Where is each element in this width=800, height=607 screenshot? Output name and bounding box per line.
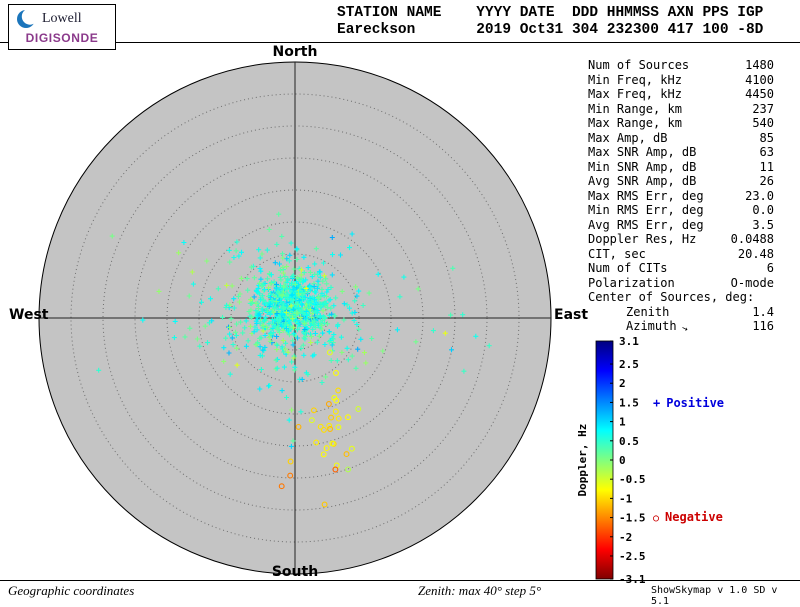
header-column-titles: STATION NAME YYYY DATE DDD HHMMSS AXN PP… [337,5,764,21]
legend-positive-label: Positive [666,396,725,410]
stat-value: 85 [759,130,774,145]
stat-row: Zenith 1.4 [588,305,774,320]
stat-row: Min RMS Err, deg 0.0 [588,203,774,218]
legend-negative-label: Negative [665,510,723,524]
stat-value: 63 [759,145,774,159]
stat-row: Max SNR Amp, dB 63 [588,145,774,160]
stat-label: Min RMS Err, deg [588,203,704,217]
stat-value: O-mode [730,275,774,290]
logo-lowell-text: Lowell [42,11,82,26]
svg-text:0.5: 0.5 [619,435,639,448]
stat-row: Center of Sources, deg: [588,290,774,305]
stat-value: 11 [759,159,774,174]
compass-west-label: West [9,307,49,323]
stat-value: 0.0488 [730,232,774,246]
stat-row: Avg RMS Err, deg 3.5 [588,218,774,233]
svg-text:-1: -1 [619,492,633,505]
scatter-points [96,211,492,508]
stat-row: Azimuth↑ 116 [588,319,774,336]
legend-negative: ○ Negative [653,510,723,524]
plus-marker-icon: + [653,396,661,410]
stat-row: Max Freq, kHz 4450 [588,87,774,102]
svg-text:1.5: 1.5 [619,396,639,409]
stat-label: Num of Sources [588,58,690,72]
stat-label: Avg SNR Amp, dB [588,174,697,188]
stat-row: Max Amp, dB 85 [588,131,774,146]
svg-text:-2: -2 [619,531,632,544]
stat-value: 6 [766,261,774,275]
stat-value: 4100 [745,72,774,87]
compass-east-label: East [554,307,589,323]
stat-label: Max Amp, dB [588,130,668,145]
logo-top-row: Lowell [9,5,115,30]
digisonde-logo: Lowell DIGISONDE [8,4,116,50]
svg-text:-0.5: -0.5 [619,473,646,486]
doppler-colorbar: 3.1 2.5 2 1.5 1 0.5 0 -0.5 -1 -1.5 -2 -2.5 -3.1 Doppl… [576,335,646,586]
stat-label: Max SNR Amp, dB [588,145,697,159]
stat-row: Min SNR Amp, dB 11 [588,160,774,175]
circle-marker-icon: ○ [653,513,660,524]
stat-label: Avg RMS Err, deg [588,217,704,232]
stat-value: 116 [752,319,774,333]
stat-row: Num of Sources 1480 [588,58,774,73]
stat-label: Min Freq, kHz [588,72,682,87]
zenith-range-label: Zenith: max 40° step 5° [418,583,542,598]
compass-north-label: North [272,44,318,60]
stat-value: 1.4 [752,304,774,319]
stat-label: Min SNR Amp, dB [588,159,697,174]
svg-text:2: 2 [619,377,626,390]
stat-row: Num of CITs 6 [588,261,774,276]
azimuth-direction-arrow: ↑ [678,323,691,334]
compass-south-label: South [271,564,319,580]
stat-value: 237 [752,101,774,116]
lowell-crescent-icon [17,8,38,28]
svg-text:-2.5: -2.5 [619,550,646,563]
stat-value: 540 [752,116,774,130]
svg-text:3.1: 3.1 [619,335,639,348]
stat-label: Max Freq, kHz [588,87,682,101]
header-divider [0,42,800,43]
stat-row: Min Freq, kHz 4100 [588,73,774,88]
coordinates-label: Geographic coordinates [8,583,135,598]
stats-panel: Num of Sources 1480 Min Freq, kHz 4100 M… [588,58,774,336]
stat-label: Azimuth↑ [626,319,691,334]
svg-text:2.5: 2.5 [619,358,639,371]
stat-value: 23.0 [745,188,774,203]
stat-label: Min Range, km [588,101,682,116]
stat-value: 20.48 [737,246,774,261]
svg-text:Doppler, Hz: Doppler, Hz [576,424,589,497]
stat-row: Polarization O-mode [588,276,774,291]
stat-row: CIT, sec 20.48 [588,247,774,262]
stat-label: Zenith [626,304,670,319]
stat-row: Avg SNR Amp, dB 26 [588,174,774,189]
stat-value: 3.5 [752,217,774,232]
header-station-values: Eareckson 2019 Oct31 304 232300 417 100 … [337,22,764,38]
stat-value: 26 [759,174,774,188]
stat-value: 1480 [745,58,774,72]
svg-text:-3.1: -3.1 [619,573,646,586]
legend-positive: + Positive [653,396,724,410]
svg-text:-1.5: -1.5 [619,512,646,525]
logo-digisonde-text: DIGISONDE [25,31,99,45]
footer-divider [0,580,800,581]
stat-label: Max RMS Err, deg [588,188,704,203]
stat-row: Max RMS Err, deg 23.0 [588,189,774,204]
stat-value: 0.0 [752,203,774,217]
stat-row: Max Range, km 540 [588,116,774,131]
svg-text:1: 1 [619,416,626,429]
stat-label: CIT, sec [588,246,646,261]
stat-label: Max Range, km [588,116,682,130]
stat-value: 4450 [745,87,774,101]
stat-row: Min Range, km 237 [588,102,774,117]
stat-label: Center of Sources, deg: [588,290,755,304]
stat-label: Polarization [588,275,675,290]
stat-label: Num of CITs [588,261,668,275]
stat-row: Doppler Res, Hz 0.0488 [588,232,774,247]
svg-text:0: 0 [619,454,626,467]
stat-label: Doppler Res, Hz [588,232,697,246]
